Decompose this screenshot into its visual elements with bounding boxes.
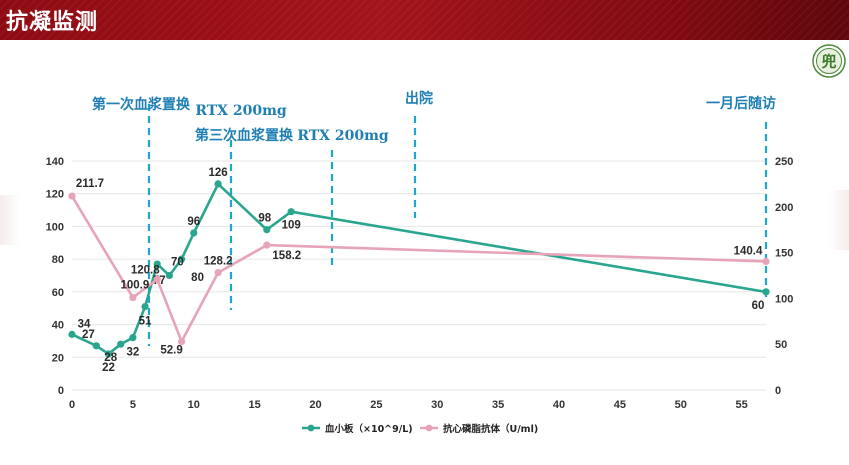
x-tick-label: 30 [431,399,443,411]
anticardiolipin-data-point [214,268,222,277]
platelet-data-label: 126 [209,167,228,179]
platelet-data-label: 98 [258,213,271,225]
platelet-data-point [287,208,295,216]
annotation-label: RTX 200mg [195,103,287,119]
anticardiolipin-data-label: 158.2 [272,250,301,262]
platelet-data-label: 34 [78,318,91,330]
platelet-data-label: 60 [752,300,765,312]
platelet-data-point [263,226,271,234]
x-tick-label: 40 [553,399,565,411]
anticardiolipin-data-label: 120.8 [131,264,160,276]
platelet-data-label: 51 [139,316,152,328]
platelet-data-point [177,255,186,263]
logo-glyph: 兜 [821,53,836,71]
anticardiolipin-series-line [70,195,767,343]
annotation-label: 出院 [405,90,433,107]
platelet-data-point [92,342,100,350]
platelet-data-point [129,334,137,342]
x-tick-label: 50 [675,399,687,411]
platelet-data-point [141,302,149,311]
y-right-tick-label: 200 [775,202,793,214]
y-left-tick-label: 40 [52,320,64,332]
y-left-tick-label: 100 [46,221,64,233]
x-tick-label: 55 [736,399,748,411]
y-left-tick-label: 80 [52,254,64,266]
platelet-data-point [165,271,174,280]
anticardiolipin-data-point [263,241,271,249]
y-right-tick-label: 100 [775,293,793,305]
y-left-tick-label: 140 [46,156,64,168]
anticardiolipin-data-label: 128.2 [204,256,233,268]
platelet-data-point [762,288,770,296]
decorative-band-left [0,195,20,245]
title-banner: 抗凝监测 [0,0,849,40]
anticardiolipin-data-point [762,257,770,265]
legend-label: 血小板（×10^9/L) [325,423,413,435]
platelet-data-label: 96 [187,216,200,228]
anticardiolipin-data-label: 211.7 [76,178,104,190]
platelet-data-label: 32 [126,347,139,359]
anticardiolipin-data-label: 52.9 [160,345,182,357]
x-tick-label: 35 [492,399,504,411]
anticardiolipin-data-point [177,337,186,346]
platelet-data-point [153,260,161,268]
x-tick-label: 15 [249,399,261,411]
annotation-label: 一月后随访 [706,95,776,112]
platelet-data-point [117,340,125,348]
anticardiolipin-data-point [129,293,137,302]
anticardiolipin-data-point [68,192,76,200]
platelet-data-label: 80 [191,272,204,284]
platelet-data-label: 27 [82,329,95,341]
annotation-label: 第一次血浆置换 [92,96,191,113]
platelet-data-label: 28 [104,352,117,364]
anticardiolipin-data-label: 140.4 [734,245,763,257]
x-tick-label: 25 [370,399,382,411]
platelet-data-point [190,229,198,237]
y-left-tick-label: 20 [52,352,64,364]
y-left-tick-label: 0 [58,385,64,397]
hospital-logo-icon: 兜 [812,44,846,78]
y-right-tick-label: 150 [775,248,793,260]
y-left-tick-label: 60 [52,287,64,299]
platelet-data-point [214,180,222,188]
platelet-data-point [104,350,113,358]
x-tick-label: 20 [309,399,321,411]
anticardiolipin-data-point [153,275,161,283]
legend-swatch-marker [307,424,315,432]
platelet-data-label: 70 [171,257,184,269]
y-right-tick-label: 50 [775,339,787,351]
anticardiolipin-data-label: 100.9 [120,280,149,292]
decorative-band-right [829,190,849,250]
platelet-data-point [68,330,76,338]
y-left-tick-label: 120 [46,189,64,201]
x-tick-label: 10 [188,399,200,411]
legend-swatch-marker [425,424,433,432]
page-title: 抗凝监测 [6,10,99,35]
x-tick-label: 5 [130,399,136,411]
x-tick-label: 0 [69,399,75,411]
y-right-tick-label: 0 [775,385,781,397]
y-right-tick-label: 250 [775,156,793,168]
annotation-label: 第三次血浆置换 [195,127,294,144]
legend-label: 抗心磷脂抗体（U/ml) [443,423,538,435]
x-tick-label: 45 [614,399,626,411]
platelet-data-label: 109 [282,220,301,232]
platelet-data-label: 22 [102,362,115,374]
annotation-label: RTX 200mg [297,128,389,144]
